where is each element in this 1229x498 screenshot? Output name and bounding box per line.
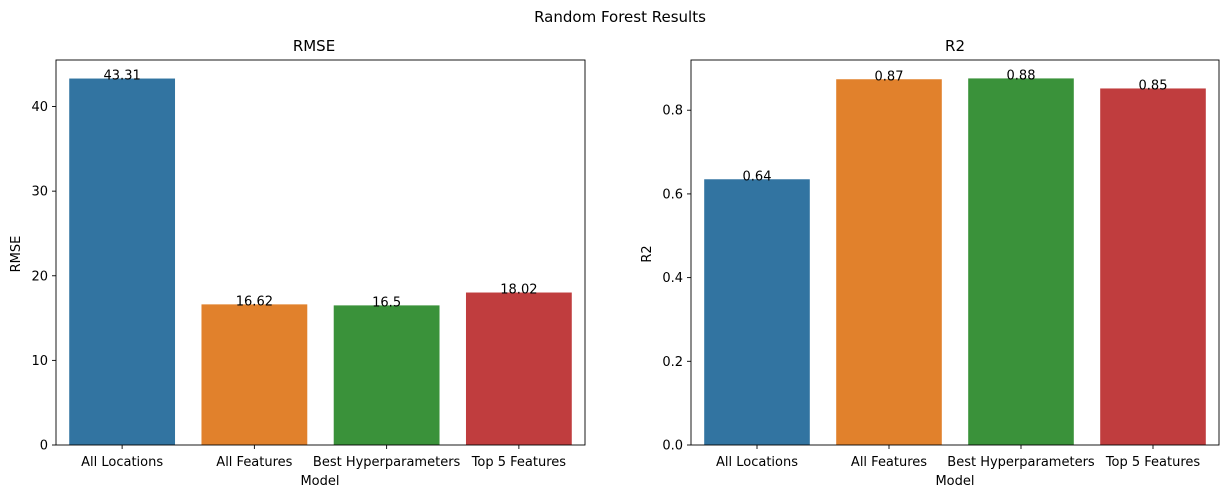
rmse-ticks: All Locations All Features Best Hyperparam… bbox=[31, 100, 566, 470]
rmse-x-tick-label-3: Best Hyperparameters bbox=[313, 455, 461, 470]
r2-x-tick-label-3: Best Hyperparameters bbox=[947, 455, 1095, 470]
rmse-bars bbox=[69, 78, 572, 446]
r2-y-tick-label-1: 0.0 bbox=[662, 439, 683, 454]
r2-y-tick-label-4: 0.6 bbox=[662, 187, 683, 202]
r2-x-axis-label: Model bbox=[935, 474, 974, 489]
r2-bar-1 bbox=[704, 179, 810, 446]
r2-bar-4 bbox=[1100, 88, 1206, 446]
rmse-y-tick-label-3: 20 bbox=[31, 269, 48, 284]
rmse-bar-1 bbox=[69, 78, 176, 446]
r2-ticks: All Locations All Features Best Hyperparam… bbox=[662, 104, 1200, 470]
r2-data-label-2: 0.87 bbox=[875, 69, 904, 84]
r2-bars bbox=[704, 78, 1206, 446]
rmse-plot-frame bbox=[55, 59, 586, 446]
rmse-y-tick-label-1: 0 bbox=[40, 439, 48, 454]
rmse-y-tick-label-4: 30 bbox=[31, 185, 48, 200]
rmse-x-tick-label-4: Top 5 Features bbox=[471, 455, 567, 470]
r2-plot-frame bbox=[690, 59, 1220, 446]
rmse-data-label-2: 16.62 bbox=[236, 294, 273, 309]
r2-data-label-1: 0.64 bbox=[743, 169, 772, 184]
rmse-x-axis-label: Model bbox=[300, 474, 339, 489]
r2-x-tick-label-1: All Locations bbox=[716, 455, 798, 470]
rmse-x-tick-label-2: All Features bbox=[216, 455, 292, 470]
rmse-data-label-4: 18.02 bbox=[500, 283, 537, 298]
r2-y-tick-label-2: 0.2 bbox=[662, 355, 683, 370]
r2-x-tick-label-2: All Features bbox=[851, 455, 927, 470]
rmse-bar-4 bbox=[465, 292, 572, 445]
rmse-data-label-1: 43.31 bbox=[104, 69, 141, 84]
rmse-y-tick-label-2: 10 bbox=[31, 354, 48, 369]
r2-data-labels: 0.64 0.87 0.88 0.85 bbox=[743, 68, 1168, 184]
rmse-y-axis-label: RMSE bbox=[9, 236, 24, 273]
r2-panel: R2 Model R2 0.64 0.87 0.88 0.85 All Locatio… bbox=[640, 37, 1220, 489]
rmse-y-tick-label-5: 40 bbox=[31, 100, 48, 115]
r2-x-tick-label-4: Top 5 Features bbox=[1105, 455, 1201, 470]
r2-y-axis-label: R2 bbox=[640, 245, 655, 262]
r2-y-tick-label-5: 0.8 bbox=[662, 104, 683, 119]
r2-data-label-4: 0.85 bbox=[1139, 78, 1168, 93]
r2-bar-3 bbox=[968, 78, 1074, 446]
rmse-bar-2 bbox=[201, 304, 308, 445]
rmse-data-label-3: 16.5 bbox=[372, 295, 401, 310]
rmse-panel: RMSE Model RMSE 43.31 16.62 16.5 18.02 All … bbox=[9, 37, 586, 489]
r2-panel-title: R2 bbox=[945, 37, 965, 55]
rmse-data-labels: 43.31 16.62 16.5 18.02 bbox=[104, 69, 538, 311]
r2-bar-2 bbox=[836, 79, 942, 445]
rmse-bar-3 bbox=[333, 305, 440, 445]
r2-data-label-3: 0.88 bbox=[1007, 68, 1036, 83]
rmse-x-tick-label-1: All Locations bbox=[81, 455, 163, 470]
figure-title: Random Forest Results bbox=[534, 8, 706, 26]
r2-y-tick-label-3: 0.4 bbox=[662, 271, 683, 286]
rmse-panel-title: RMSE bbox=[293, 37, 335, 55]
